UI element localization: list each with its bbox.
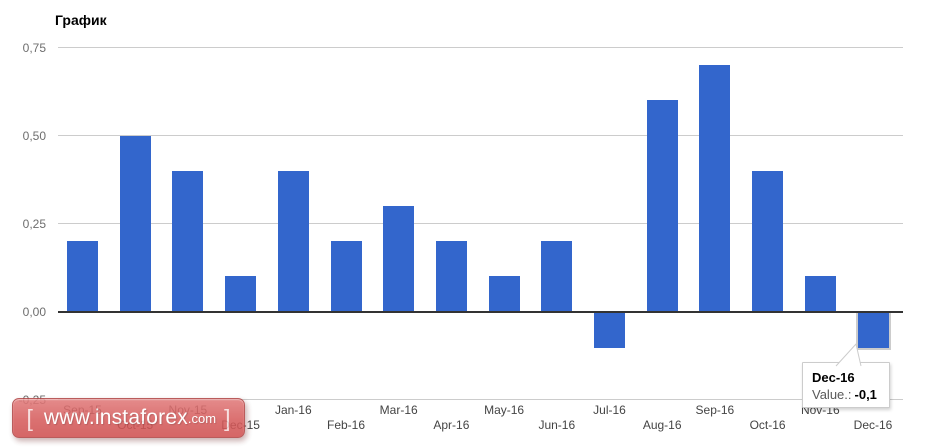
bar[interactable] [804,276,836,312]
x-tick-label: Jun-16 [538,418,576,432]
x-tick-label: Sep-16 [695,403,735,417]
y-tick-label: 0,50 [22,128,46,143]
instaforex-watermark: [ www.instaforex .com ] [12,398,245,438]
bar[interactable] [383,205,415,312]
watermark-close-bracket: ] [224,404,231,431]
bar[interactable] [225,276,257,312]
watermark-open-bracket: [ [26,404,33,431]
bar[interactable] [277,170,309,312]
bar[interactable] [172,170,204,312]
bar[interactable] [752,170,784,312]
x-tick-label: Jul-16 [593,403,626,417]
x-tick-label: Aug-16 [642,418,682,432]
watermark-tld-text: .com [187,410,217,426]
bar[interactable] [488,276,520,312]
gridline [58,399,903,400]
x-tick-label: May-16 [484,403,525,417]
y-tick-label: 0,00 [22,304,46,319]
bar[interactable] [67,241,98,312]
watermark-site-text: www.instaforex [43,406,188,429]
x-tick-label: Oct-16 [749,418,786,432]
x-tick-label: Mar-16 [379,403,418,417]
bar[interactable] [594,312,625,348]
bar[interactable] [699,65,731,312]
y-tick-label: 0,25 [22,216,46,231]
y-tick-label: 0,75 [22,40,46,55]
chart-tooltip: Dec-16 Value.: -0,1 [802,362,890,408]
tooltip-value: -0,1 [854,387,877,402]
x-tick-label: Jan-16 [274,403,312,417]
gridline [58,135,903,136]
x-tick-label: Dec-16 [853,418,893,432]
gridline [58,47,903,48]
bar[interactable] [435,241,467,312]
bar-selected[interactable] [857,312,889,348]
tooltip-value-label: Value.: [812,387,852,402]
bar[interactable] [119,135,151,312]
tooltip-callout-pointer [835,342,862,367]
tooltip-category: Dec-16 [812,370,855,385]
chart-title: График [55,12,107,28]
x-axis-baseline [58,310,903,313]
bar[interactable] [330,241,362,312]
gridline [58,223,903,224]
bar[interactable] [541,241,573,312]
x-tick-label: Feb-16 [326,418,366,432]
x-tick-label: Apr-16 [433,418,470,432]
tooltip-value-row: Value.: -0,1 [812,386,889,403]
bar[interactable] [646,100,678,312]
